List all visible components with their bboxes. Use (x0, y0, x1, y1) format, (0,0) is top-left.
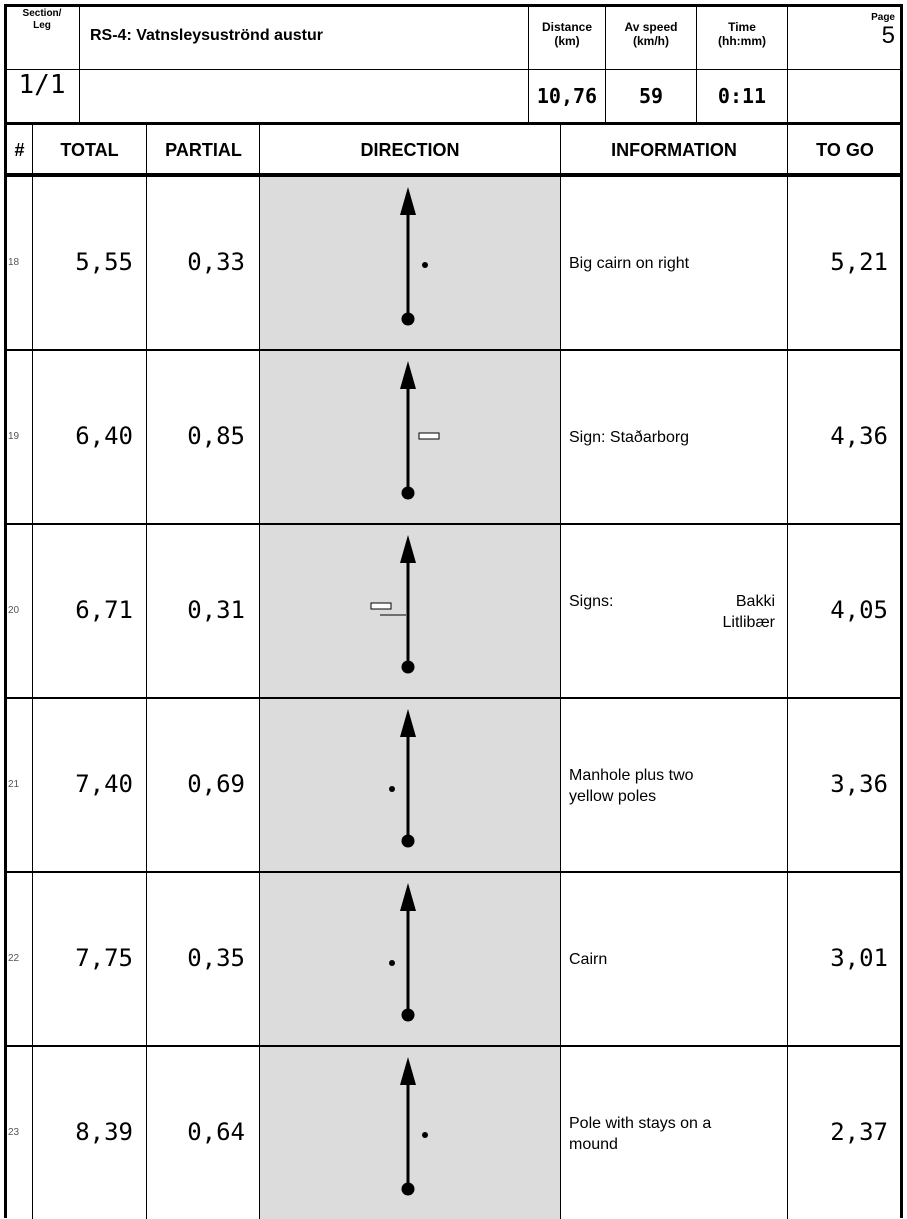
row-divider (4, 349, 903, 351)
total-distance: 7,40 (75, 770, 133, 798)
divider (787, 4, 788, 123)
distance-value: 10,76 (536, 84, 598, 108)
total-distance: 7,75 (75, 944, 133, 972)
partial-distance: 0,33 (187, 248, 245, 276)
tulip-diagram (400, 187, 428, 326)
col-total-header: TOTAL (60, 140, 119, 160)
signpost-icon (418, 432, 440, 440)
partial-distance: 0,69 (187, 770, 245, 798)
divider (32, 123, 33, 1219)
tulip-diagram (370, 535, 416, 674)
section-value: 1/1 (18, 70, 66, 100)
total-distance: 5,55 (75, 248, 133, 276)
divider (4, 173, 903, 177)
stage-title: RS-4: Vatnsleysuströnd austur (90, 27, 323, 44)
partial-distance: 0,31 (187, 596, 245, 624)
information-text: Big cairn on right (569, 255, 690, 272)
direction-arrow-icon (400, 709, 416, 737)
row-number: 18 (8, 257, 20, 268)
landmark-dot-icon (422, 262, 428, 268)
information-text: Cairn (569, 951, 608, 968)
partial-distance: 0,85 (187, 422, 245, 450)
tulip-diagram (400, 361, 440, 500)
row-divider (4, 871, 903, 873)
start-point-icon (401, 312, 415, 326)
row-number: 21 (8, 779, 20, 790)
landmark-dot-icon (389, 786, 395, 792)
start-point-icon (401, 834, 415, 848)
signpost-icon (370, 602, 392, 610)
col-information-header: INFORMATION (611, 140, 737, 160)
divider (528, 4, 529, 123)
direction-arrow-icon (400, 1057, 416, 1085)
to-go-distance: 3,36 (830, 770, 888, 798)
to-go-distance: 5,21 (830, 248, 888, 276)
page-number: 5 (881, 22, 895, 49)
information-text: Pole with stays on a mound (569, 1115, 712, 1153)
partial-distance: 0,64 (187, 1118, 245, 1146)
to-go-distance: 2,37 (830, 1118, 888, 1146)
col-togo-header: TO GO (816, 140, 874, 160)
start-point-icon (401, 486, 415, 500)
divider (79, 4, 80, 123)
information-text: Signs: (569, 593, 614, 610)
information-text: Manhole plus two yellow poles (569, 767, 694, 805)
partial-distance: 0,35 (187, 944, 245, 972)
row-number: 19 (8, 431, 20, 442)
distance-label: Distance (km) (541, 20, 593, 49)
col-num-header: # (14, 140, 25, 160)
landmark-dot-icon (389, 960, 395, 966)
direction-arrow-icon (400, 187, 416, 215)
page-label: Page (871, 12, 895, 23)
time-value: 0:11 (717, 84, 767, 108)
row-divider (4, 1045, 903, 1047)
row-number: 20 (8, 605, 20, 616)
tulip-diagram (389, 883, 416, 1022)
direction-arrow-icon (400, 535, 416, 563)
speed-label: Av speed (km/h) (624, 20, 678, 49)
divider (560, 123, 561, 1219)
roadbook-page (4, 4, 903, 1218)
information-text: Sign: Staðarborg (569, 429, 690, 446)
landmark-dot-icon (422, 1132, 428, 1138)
divider (259, 123, 260, 1219)
row-number: 22 (8, 953, 20, 964)
total-distance: 6,40 (75, 422, 133, 450)
to-go-distance: 4,36 (830, 422, 888, 450)
speed-value: 59 (638, 84, 664, 108)
total-distance: 6,71 (75, 596, 133, 624)
start-point-icon (401, 1008, 415, 1022)
to-go-distance: 3,01 (830, 944, 888, 972)
divider (4, 69, 903, 70)
divider (146, 123, 147, 1219)
total-distance: 8,39 (75, 1118, 133, 1146)
row-number: 23 (8, 1127, 20, 1138)
row-divider (4, 697, 903, 699)
col-direction-header: DIRECTION (360, 140, 460, 160)
information-text-secondary: Bakki Litlibær (722, 593, 775, 631)
direction-arrow-icon (400, 361, 416, 389)
to-go-distance: 4,05 (830, 596, 888, 624)
row-divider (4, 523, 903, 525)
tulip-diagram (389, 709, 416, 848)
divider (787, 123, 788, 1219)
divider (4, 122, 903, 125)
divider (696, 4, 697, 123)
section-label: Section/ Leg (22, 8, 62, 31)
time-label: Time (hh:mm) (718, 20, 766, 49)
direction-arrow-icon (400, 883, 416, 911)
start-point-icon (401, 660, 415, 674)
start-point-icon (401, 1182, 415, 1196)
col-partial-header: PARTIAL (165, 140, 242, 160)
tulip-diagram (400, 1057, 428, 1196)
divider (605, 4, 606, 123)
